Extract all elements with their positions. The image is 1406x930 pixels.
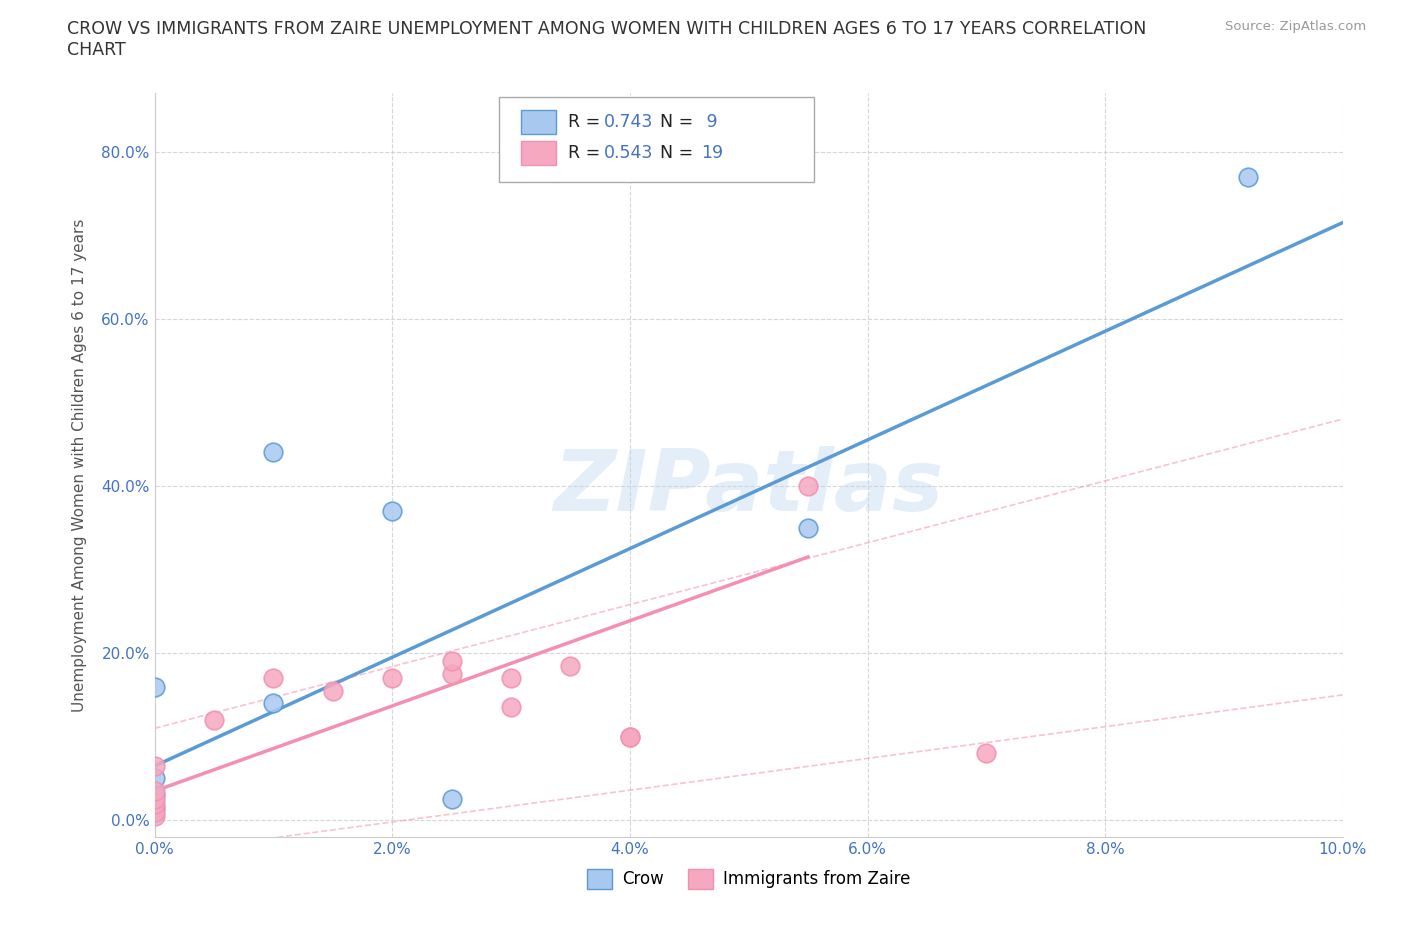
Point xyxy=(560,658,582,673)
FancyBboxPatch shape xyxy=(520,141,557,166)
Point xyxy=(499,700,522,715)
Text: R =: R = xyxy=(568,144,606,162)
Text: 9: 9 xyxy=(702,113,718,131)
Point xyxy=(262,445,284,460)
Point xyxy=(143,801,166,816)
Point xyxy=(262,671,284,685)
Text: N =: N = xyxy=(650,144,699,162)
FancyBboxPatch shape xyxy=(499,97,814,182)
Text: ZIPatlas: ZIPatlas xyxy=(554,445,943,529)
Point xyxy=(143,679,166,694)
Text: Source: ZipAtlas.com: Source: ZipAtlas.com xyxy=(1226,20,1367,33)
Text: CROW VS IMMIGRANTS FROM ZAIRE UNEMPLOYMENT AMONG WOMEN WITH CHILDREN AGES 6 TO 1: CROW VS IMMIGRANTS FROM ZAIRE UNEMPLOYME… xyxy=(67,20,1147,38)
Point xyxy=(797,520,820,535)
Point xyxy=(440,667,463,682)
Text: N =: N = xyxy=(650,113,699,131)
Point xyxy=(619,729,641,744)
Point xyxy=(1236,169,1258,184)
Point xyxy=(262,696,284,711)
Point xyxy=(440,792,463,807)
Point xyxy=(143,792,166,807)
Point xyxy=(976,746,998,761)
Point xyxy=(143,788,166,803)
Point xyxy=(143,784,166,799)
Point xyxy=(619,729,641,744)
Text: 0.543: 0.543 xyxy=(603,144,654,162)
Point xyxy=(381,503,404,518)
Point xyxy=(797,478,820,493)
FancyBboxPatch shape xyxy=(520,110,557,134)
Point xyxy=(143,759,166,774)
Legend: Crow, Immigrants from Zaire: Crow, Immigrants from Zaire xyxy=(579,862,918,896)
Text: R =: R = xyxy=(568,113,606,131)
Y-axis label: Unemployment Among Women with Children Ages 6 to 17 years: Unemployment Among Women with Children A… xyxy=(73,219,87,711)
Point xyxy=(143,804,166,819)
Point xyxy=(143,771,166,786)
Text: 19: 19 xyxy=(702,144,723,162)
Point xyxy=(202,712,225,727)
Point xyxy=(322,684,344,698)
Point xyxy=(381,671,404,685)
Point xyxy=(499,671,522,685)
Text: CHART: CHART xyxy=(67,41,127,59)
Point xyxy=(440,654,463,669)
Point xyxy=(143,796,166,811)
Point xyxy=(143,809,166,824)
Text: 0.743: 0.743 xyxy=(603,113,654,131)
